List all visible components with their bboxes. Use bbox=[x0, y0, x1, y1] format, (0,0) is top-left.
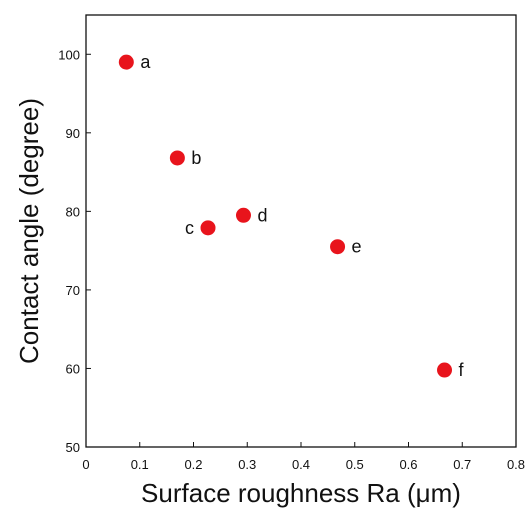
point-label-b: b bbox=[191, 148, 201, 168]
x-tick-label: 0.6 bbox=[399, 457, 417, 472]
x-tick-label: 0.3 bbox=[238, 457, 256, 472]
y-tick-label: 50 bbox=[66, 440, 80, 455]
point-label-d: d bbox=[257, 205, 267, 225]
x-tick-label: 0.1 bbox=[131, 457, 149, 472]
point-label-a: a bbox=[140, 52, 151, 72]
y-tick-label: 70 bbox=[66, 283, 80, 298]
point-label-e: e bbox=[352, 237, 362, 257]
data-points: a b c d e f bbox=[118, 52, 465, 380]
y-axis-ticks: 50 60 70 80 90 100 bbox=[58, 47, 91, 455]
x-tick-label: 0.7 bbox=[453, 457, 471, 472]
data-point-e bbox=[330, 239, 346, 255]
y-tick-label: 80 bbox=[66, 204, 80, 219]
y-tick-label: 100 bbox=[58, 47, 80, 62]
plot-frame bbox=[85, 14, 517, 448]
data-point-c bbox=[200, 220, 216, 236]
point-label-f: f bbox=[459, 360, 465, 380]
y-axis-title: Contact angle (degree) bbox=[14, 98, 44, 364]
x-tick-label: 0.8 bbox=[507, 457, 525, 472]
data-point-b bbox=[169, 150, 185, 166]
x-axis-title: Surface roughness Ra (μm) bbox=[141, 478, 461, 508]
x-tick-label: 0 bbox=[82, 457, 89, 472]
x-tick-label: 0.2 bbox=[184, 457, 202, 472]
y-tick-label: 60 bbox=[66, 361, 80, 376]
y-tick-label: 90 bbox=[66, 126, 80, 141]
x-tick-label: 0.5 bbox=[346, 457, 364, 472]
data-point-a bbox=[118, 54, 134, 70]
x-axis-ticks: 0 0.1 0.2 0.3 0.4 0.5 0.6 0.7 0.8 bbox=[82, 442, 525, 472]
data-point-d bbox=[235, 207, 251, 223]
point-label-c: c bbox=[185, 218, 194, 238]
x-tick-label: 0.4 bbox=[292, 457, 310, 472]
data-point-f bbox=[437, 362, 453, 378]
